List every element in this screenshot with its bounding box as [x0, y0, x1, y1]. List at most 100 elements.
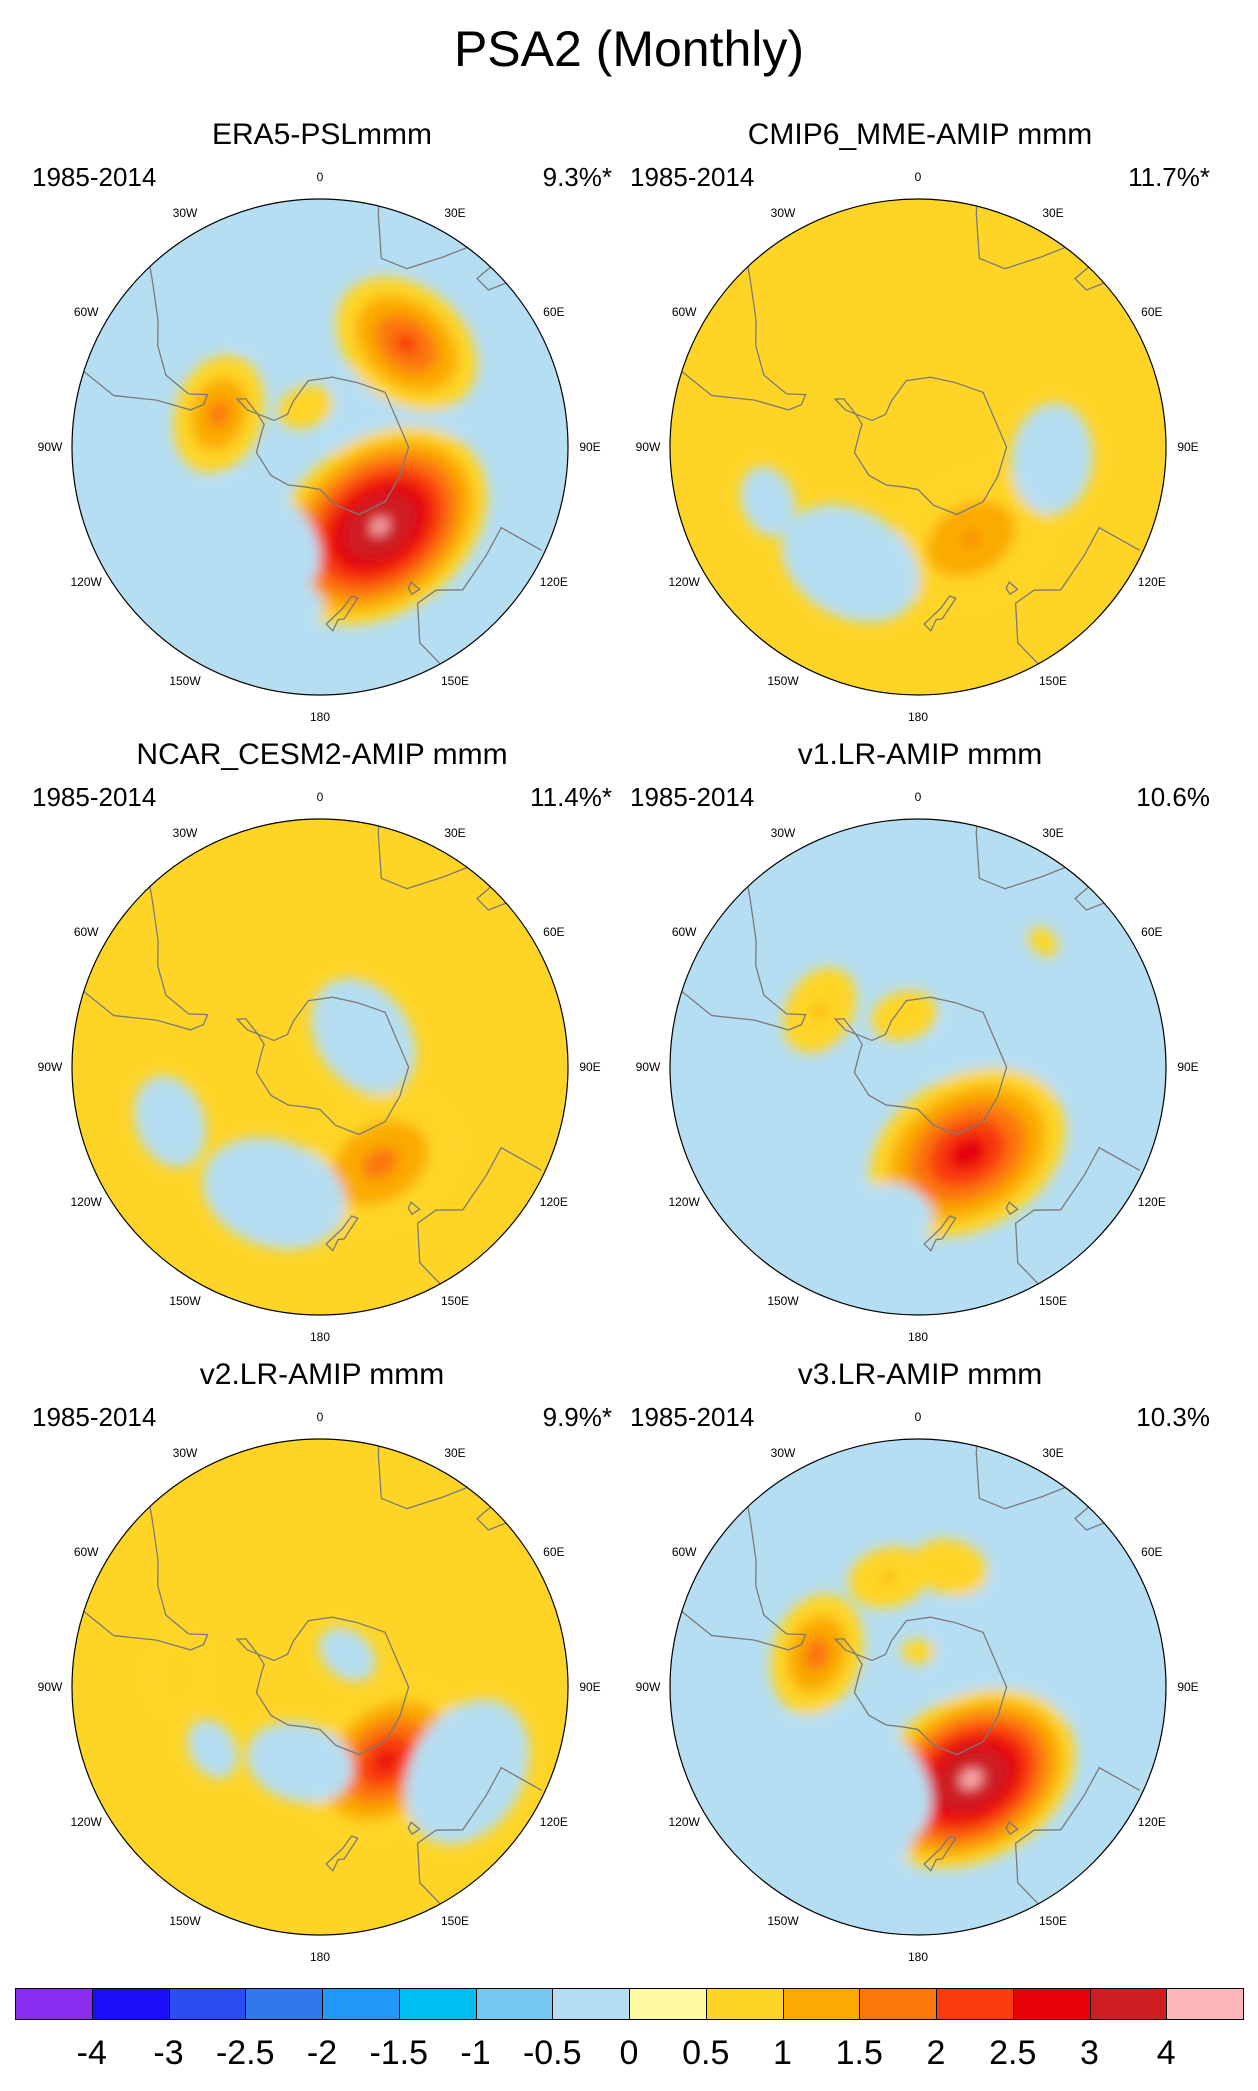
lon-label: 60W: [672, 305, 697, 319]
lon-label: 60E: [1141, 305, 1162, 319]
lon-label: 120E: [1138, 1195, 1166, 1209]
lon-label: 30E: [1042, 1446, 1063, 1460]
anomaly-contour: [1028, 927, 1058, 957]
anomaly-contour: [872, 901, 940, 951]
figure-title: PSA2 (Monthly): [453, 21, 805, 77]
period-label: 1985-2014: [32, 162, 157, 192]
lon-label: 180: [908, 710, 928, 724]
anomaly-contour: [774, 1709, 932, 1851]
colorbar-swatch: [1012, 1988, 1091, 2020]
colorbar-tick-label: 2.5: [989, 2034, 1037, 2072]
map-field: [72, 1439, 568, 1935]
anomaly-contour: [261, 580, 324, 628]
colorbar-swatch: [1166, 1988, 1244, 2020]
lon-label: 60W: [74, 305, 99, 319]
lon-label: 30W: [173, 206, 198, 220]
coastline-nz: [923, 1835, 957, 1872]
anomaly-center-2: [246, 1721, 353, 1803]
coastline-samerica: [670, 1477, 807, 1651]
coastline-tasmania: [407, 1821, 421, 1836]
anomaly-contour: [947, 1136, 988, 1170]
lon-label: 60E: [543, 305, 564, 319]
coastline-antarctica: [833, 376, 1008, 516]
lon-label: 120W: [668, 1815, 700, 1829]
lon-label: 150E: [441, 674, 469, 688]
colorbar: -4 -3 -2.5 -2 -1.5 -1 -0.5 0 0.5 1 1.5 2 2.5 3 4: [15, 1988, 1244, 2088]
colorbar-swatch: [782, 1988, 861, 2020]
anomaly-center-1: [866, 1689, 1076, 1869]
lon-label: 120E: [540, 1195, 568, 1209]
polar-map: 0 30E 60E 90E 120E 150E 180 150W 120W 90W 60W 30W: [38, 170, 601, 724]
colorbar-tick-label: -4: [76, 2034, 107, 2072]
polar-map: 0 30E 60E 90E 120E 150E 180 150W 120W 90W 60W 30W: [636, 170, 1199, 724]
lon-label: 0: [317, 1410, 324, 1424]
panel-v2-lr: v2.LR-AMIP mmm 1985-2014 9.9%* 0 30E 60E 90…: [22, 1358, 622, 1978]
lon-label: 120W: [70, 575, 102, 589]
coastline-nz: [325, 1835, 359, 1872]
coastline-samerica: [72, 1477, 209, 1651]
coastline-nz: [923, 1215, 957, 1252]
colorbar-swatch: [398, 1988, 477, 2020]
map-border: [71, 818, 569, 1316]
lon-label: 180: [908, 1330, 928, 1344]
lon-label: 120W: [668, 575, 700, 589]
field-background: [670, 819, 1166, 1315]
anomaly-center-2: [781, 504, 920, 623]
lon-label: 30E: [444, 1446, 465, 1460]
variance-label: 9.9%*: [542, 1402, 612, 1432]
anomaly-contour: [278, 385, 333, 429]
coastline-antarctica: [235, 1616, 410, 1756]
field-background: [72, 199, 568, 695]
anomaly-center-2: [336, 277, 478, 411]
anomaly-center-3: [173, 355, 265, 474]
anomaly-center-3: [319, 1627, 376, 1682]
lon-label: 60W: [672, 1545, 697, 1559]
lon-label: 150E: [1039, 1294, 1067, 1308]
lon-label: 30W: [173, 826, 198, 840]
coastline-australia: [416, 1146, 542, 1297]
lon-label: 150E: [441, 1914, 469, 1928]
anomaly-center-5: [225, 289, 296, 348]
lon-label: 150W: [767, 1914, 799, 1928]
anomaly-center-5: [913, 1539, 988, 1596]
anomaly-contour: [376, 1750, 397, 1771]
lon-label: 150W: [169, 674, 201, 688]
variance-label: 11.4%*: [530, 782, 612, 812]
panel-title: v1.LR-AMIP mmm: [797, 738, 1043, 771]
lon-label: 150E: [1039, 1914, 1067, 1928]
anomaly-center-4: [848, 1546, 930, 1609]
colorbar-swatch: [168, 1988, 247, 2020]
map-field: [72, 199, 568, 695]
field-background: [670, 1439, 1166, 1935]
map-border: [669, 1438, 1167, 1936]
panel-title: v3.LR-AMIP mmm: [797, 1358, 1043, 1391]
anomaly-center-7: [842, 1815, 911, 1867]
anomaly-center-6: [901, 1639, 935, 1664]
lon-label: 60W: [672, 925, 697, 939]
colorbar-tick-label: -1: [460, 2034, 491, 2072]
lon-label: 0: [317, 790, 324, 804]
variance-label: 11.7%*: [1128, 162, 1210, 192]
polar-map: 0 30E 60E 90E 120E 150E 180 150W 120W 90W 60W 30W: [636, 1410, 1199, 1964]
lon-label: 90W: [38, 1060, 63, 1074]
lon-label: 90E: [1177, 1060, 1198, 1074]
lon-label: 30W: [771, 826, 796, 840]
coastline-tasmania: [1005, 1821, 1019, 1836]
colorbar-swatch: [705, 1988, 784, 2020]
anomaly-contour: [148, 1632, 210, 1717]
map-field: [670, 1439, 1166, 1935]
lon-label: 30E: [444, 826, 465, 840]
anomaly-contour: [813, 1003, 826, 1018]
colorbar-tick-label: -3: [153, 2034, 184, 2072]
colorbar-swatch: [936, 1988, 1014, 2020]
coastline-samerica: [670, 237, 807, 411]
colorbar-swatch: [552, 1988, 630, 2020]
lon-label: 120E: [540, 575, 568, 589]
anomaly-contour: [405, 1699, 530, 1845]
coastline-australia: [1014, 526, 1140, 677]
lon-label: 150W: [767, 674, 799, 688]
variance-label: 10.3%: [1136, 1402, 1210, 1432]
lon-label: 90W: [636, 1680, 661, 1694]
colorbar-tick-label: -2: [306, 2034, 338, 2072]
anomaly-contour: [208, 400, 230, 428]
